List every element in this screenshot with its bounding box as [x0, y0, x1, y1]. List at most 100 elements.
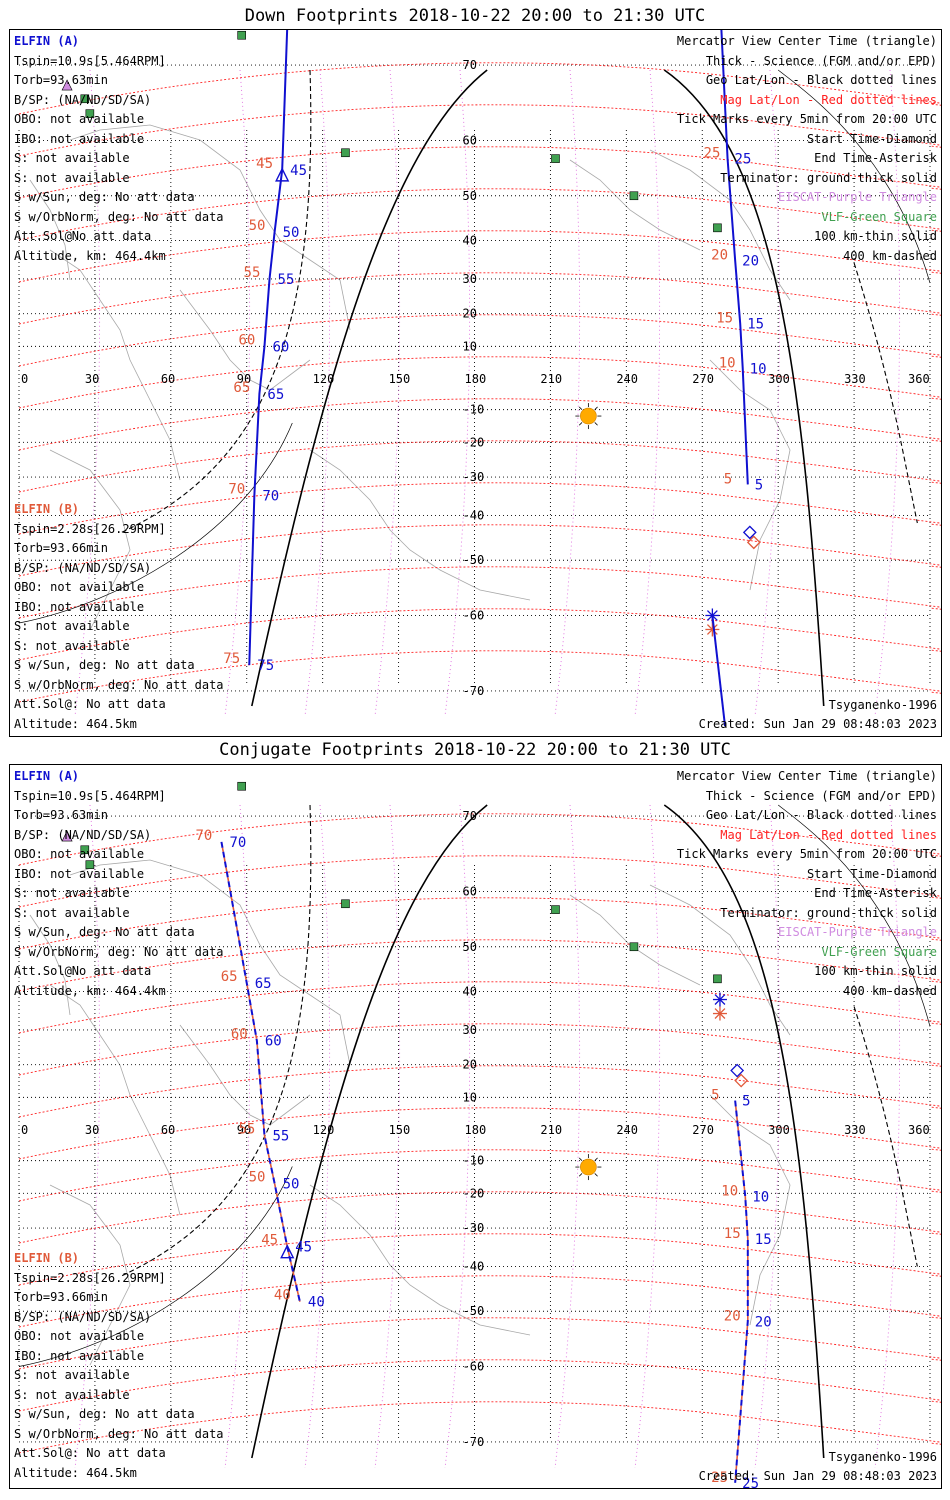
elfin-b-tick-label: 25 [711, 1470, 728, 1486]
elfin-a-tick-label: 5 [742, 1094, 750, 1110]
square-icon [629, 942, 639, 952]
mag-parallel [18, 1317, 941, 1370]
elfin-a-line: OBO: not available [14, 112, 145, 126]
elfin-b-line: Tspin=2.28s[26.29RPM] [14, 1270, 166, 1285]
lat-tick-label: 70 [463, 58, 477, 72]
legend-end: End Time-Asterisk [814, 886, 937, 900]
elfin-b-tick-label: 55 [244, 265, 261, 281]
mag-parallel [18, 1233, 941, 1286]
coastline-path [49, 449, 131, 631]
lon-tick-label: 270 [692, 372, 714, 386]
end-time-asterisk [712, 1006, 727, 1021]
triangle-icon [61, 79, 73, 91]
elfin-a-tick-label: 45 [295, 1240, 312, 1256]
asterisk-stroke [714, 994, 726, 1005]
lat-tick-label: 60 [463, 134, 477, 148]
lat-tick-label: 50 [463, 189, 477, 203]
lon-tick-label: 330 [844, 372, 866, 386]
coastline-path [179, 289, 311, 391]
sun-ray [578, 1157, 583, 1161]
lon-tick-label: 330 [844, 1123, 866, 1137]
elfin-b-tick-label: 70 [228, 482, 245, 498]
elfin-a-line: S: not available [14, 886, 130, 900]
center-time-triangle [275, 167, 290, 182]
mag-parallel [18, 1401, 941, 1454]
legend-start: Start Time-Diamond [806, 866, 937, 881]
square-icon [237, 781, 246, 791]
elfin-a-tick-label: 60 [265, 1034, 282, 1050]
elfin-b-line: Att.Sol@: No att data [14, 697, 166, 711]
mag-parallel [18, 1191, 941, 1244]
square-icon [551, 905, 560, 914]
coastline-path [49, 984, 181, 1216]
model-info: Tsyganenko-1996 Created: Sun Jan 29 08:4… [699, 696, 937, 734]
mag-meridians [74, 69, 901, 717]
lon-tick-label: 210 [540, 1123, 562, 1137]
elfin-b-line: S: not available [14, 1387, 130, 1402]
elfin-a-line: Torb=93.63min [14, 73, 108, 87]
lon-tick-label: 210 [540, 372, 562, 386]
sun-ray [594, 406, 598, 410]
elfin-a-line: Tspin=10.9s[5.464RPM] [14, 53, 166, 68]
elfin-a-tick-label: 5 [755, 477, 763, 493]
legend: Mercator View Center Time (triangle) Thi… [677, 767, 937, 1001]
terminator-west [251, 804, 488, 1459]
elfin-b-line: OBO: not available [14, 1329, 145, 1343]
lat-tick-label: -70 [463, 684, 485, 698]
elfin-a-tick-label: 60 [272, 339, 289, 355]
mag-meridian [74, 69, 101, 717]
legend-100km: 100 km-thin solid [814, 229, 937, 243]
square-icon [80, 94, 90, 104]
lat-tick-label: -70 [463, 1435, 485, 1449]
mag-parallel [18, 1149, 941, 1202]
legend: Mercator View Center Time (triangle) Thi… [677, 32, 937, 266]
lat-tick-label: -20 [463, 1186, 485, 1200]
mag-meridian [754, 69, 781, 717]
legend-400km: 400 km-dashed [843, 248, 937, 263]
legend-vlf: VLF-Green Square [821, 209, 937, 224]
elfin-a-line: Att.Sol@No att data [14, 229, 152, 243]
mag-grid [18, 813, 941, 1454]
elfin-a-tick-label: 10 [750, 362, 767, 378]
elfin-b-altitude: Altitude: 464.5km [14, 716, 137, 731]
mag-parallel [18, 482, 941, 535]
elfin-a-line: S: not available [14, 151, 130, 165]
sun-ray [594, 422, 598, 426]
elfin-a-tick-label: 50 [283, 225, 300, 241]
legend-terminator: Terminator: ground-thick solid [720, 170, 937, 185]
mag-parallel [18, 272, 941, 325]
lon-tick-label: 180 [465, 372, 487, 386]
sun-ray [578, 422, 583, 426]
elfin-b-line: S w/OrbNorm, deg: No att data [14, 1426, 224, 1441]
lon-tick-label: 60 [161, 372, 175, 386]
lon-tick-label: 300 [768, 1123, 790, 1137]
lat-tick-label: -50 [463, 1304, 485, 1318]
square-icon [713, 974, 722, 984]
mag-meridian [304, 69, 331, 717]
elfin-b-line: S w/Sun, deg: No att data [14, 1407, 195, 1421]
lon-tick-label: 60 [161, 1123, 175, 1137]
mag-meridian [224, 69, 251, 717]
lon-tick-label: 150 [389, 372, 411, 386]
elfin-a-track-east [734, 1100, 749, 1483]
mag-parallel [18, 524, 941, 577]
elfin-a-line: S w/Sun, deg: No att data [14, 190, 195, 204]
lon-tick-label: 180 [465, 1123, 487, 1137]
elfin-a-line: S: not available [14, 905, 130, 920]
elfin-a-tick-label: 50 [283, 1176, 300, 1192]
start-time-diamond-b [746, 535, 761, 550]
elfin-a-tick-label: 25 [742, 1476, 759, 1488]
lon-tick-label: 90 [237, 372, 251, 386]
elfin-b-line: S w/Sun, deg: No att data [14, 658, 195, 672]
lat-tick-label: 10 [463, 339, 477, 353]
elfin-b-track-west [220, 841, 301, 1302]
mag-parallel [18, 62, 941, 115]
lat-tick-label: 30 [463, 1023, 477, 1037]
elfin-b-line: Att.Sol@: No att data [14, 1446, 166, 1460]
lat-tick-label: 60 [463, 885, 477, 899]
elfin-a-tick-label: 20 [755, 1314, 772, 1330]
elfin-b-tick-label: 25 [704, 146, 721, 162]
lat-tick-label: 20 [463, 307, 477, 321]
elfin-a-tick-label: 55 [278, 272, 295, 288]
elfin-a-tick-label: 55 [272, 1128, 289, 1144]
